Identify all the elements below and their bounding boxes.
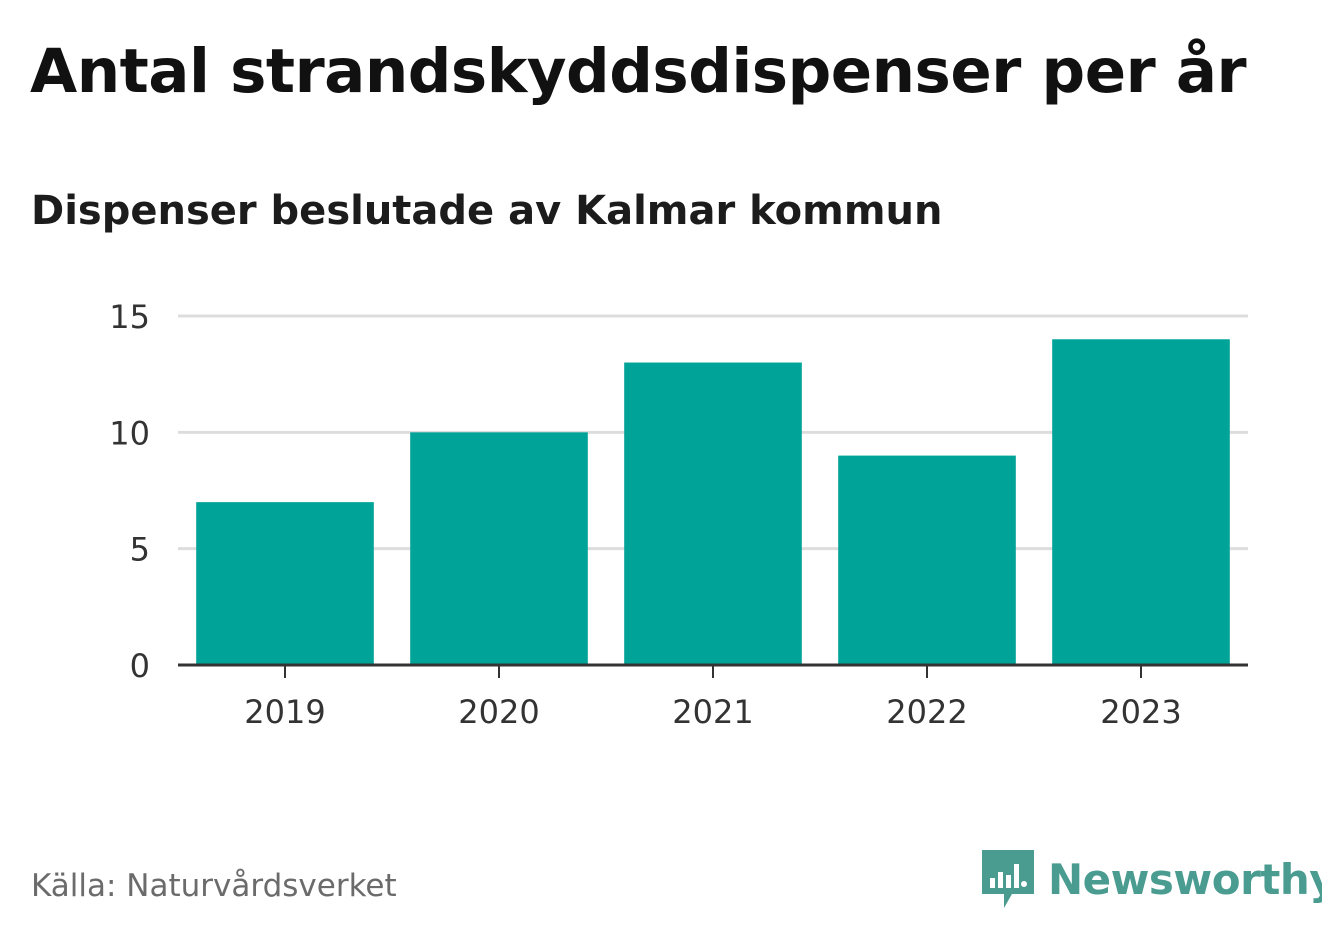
brand-logo: Newsworthy [982, 850, 1322, 908]
x-tick-label: 2019 [244, 693, 325, 731]
x-tick-label: 2020 [458, 693, 539, 731]
x-tick-label: 2021 [672, 693, 753, 731]
newsworthy-logo-icon [982, 850, 1034, 908]
bar-2019 [196, 502, 374, 665]
bars [196, 339, 1230, 665]
bar-2020 [410, 432, 588, 665]
x-tick-label: 2023 [1100, 693, 1181, 731]
y-tick-label: 15 [109, 298, 150, 336]
bar-2023 [1052, 339, 1230, 665]
source-note: Källa: Naturvårdsverket [31, 868, 397, 904]
x-tick-label: 2022 [886, 693, 967, 731]
y-tick-label: 5 [130, 531, 150, 569]
axes: 0 5 10 15 2019 2020 2021 2022 2023 [109, 298, 1248, 731]
chart-title: Antal strandskyddsdispenser per år [30, 36, 1247, 107]
bar-2021 [624, 362, 802, 665]
brand-name: Newsworthy [1048, 854, 1322, 904]
y-tick-label: 10 [109, 414, 150, 452]
y-tick-label: 0 [130, 647, 150, 685]
bar-2022 [838, 455, 1016, 665]
chart-subtitle: Dispenser beslutade av Kalmar kommun [31, 188, 943, 234]
